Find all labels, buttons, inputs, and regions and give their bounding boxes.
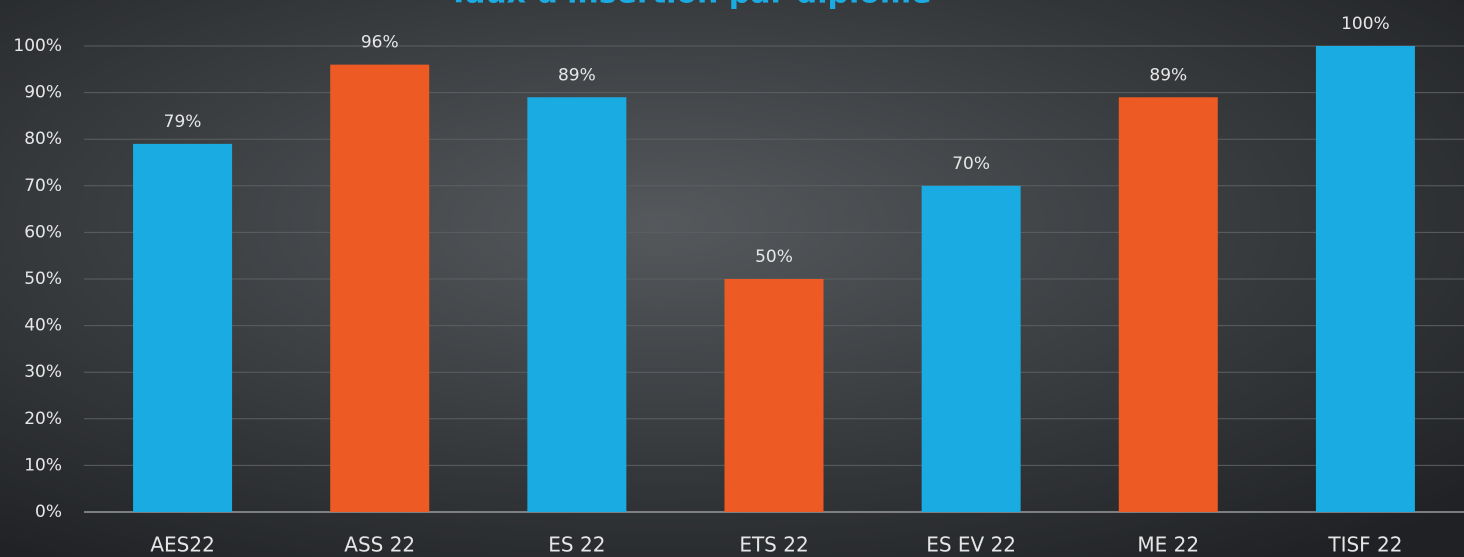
- y-tick-label: 100%: [13, 36, 62, 56]
- y-tick-label: 10%: [24, 455, 62, 475]
- y-tick-label: 70%: [24, 176, 62, 196]
- x-tick-label: TISF 22: [1327, 533, 1402, 557]
- x-tick-label: ETS 22: [739, 533, 808, 557]
- y-tick-label: 30%: [24, 362, 62, 382]
- y-tick-label: 20%: [24, 409, 62, 429]
- value-label: 50%: [755, 247, 793, 267]
- bar: [921, 185, 1021, 513]
- y-tick-label: 50%: [24, 269, 62, 289]
- x-tick-label: AES22: [150, 533, 214, 557]
- value-label: 70%: [952, 154, 990, 174]
- y-tick-label: 60%: [24, 222, 62, 242]
- value-label: 100%: [1341, 14, 1390, 34]
- value-label: 79%: [164, 112, 202, 132]
- x-tick-label: ES EV 22: [926, 533, 1016, 557]
- value-label: 96%: [361, 33, 399, 53]
- bar: [724, 279, 824, 512]
- bar: [527, 97, 627, 512]
- value-label: 89%: [1149, 65, 1187, 85]
- x-tick-label: ES 22: [548, 533, 605, 557]
- x-tick-label: ME 22: [1137, 533, 1199, 557]
- chart-title: Taux d'insertion par diplôme: [448, 0, 931, 11]
- y-tick-label: 80%: [24, 129, 62, 149]
- bar: [330, 64, 430, 512]
- value-label: 89%: [558, 65, 596, 85]
- x-tick-label: ASS 22: [344, 533, 415, 557]
- bar: [1118, 97, 1218, 512]
- y-tick-label: 0%: [35, 502, 62, 522]
- bar: [133, 143, 233, 513]
- y-tick-label: 40%: [24, 316, 62, 336]
- y-tick-label: 90%: [24, 83, 62, 103]
- bar: [1315, 46, 1415, 512]
